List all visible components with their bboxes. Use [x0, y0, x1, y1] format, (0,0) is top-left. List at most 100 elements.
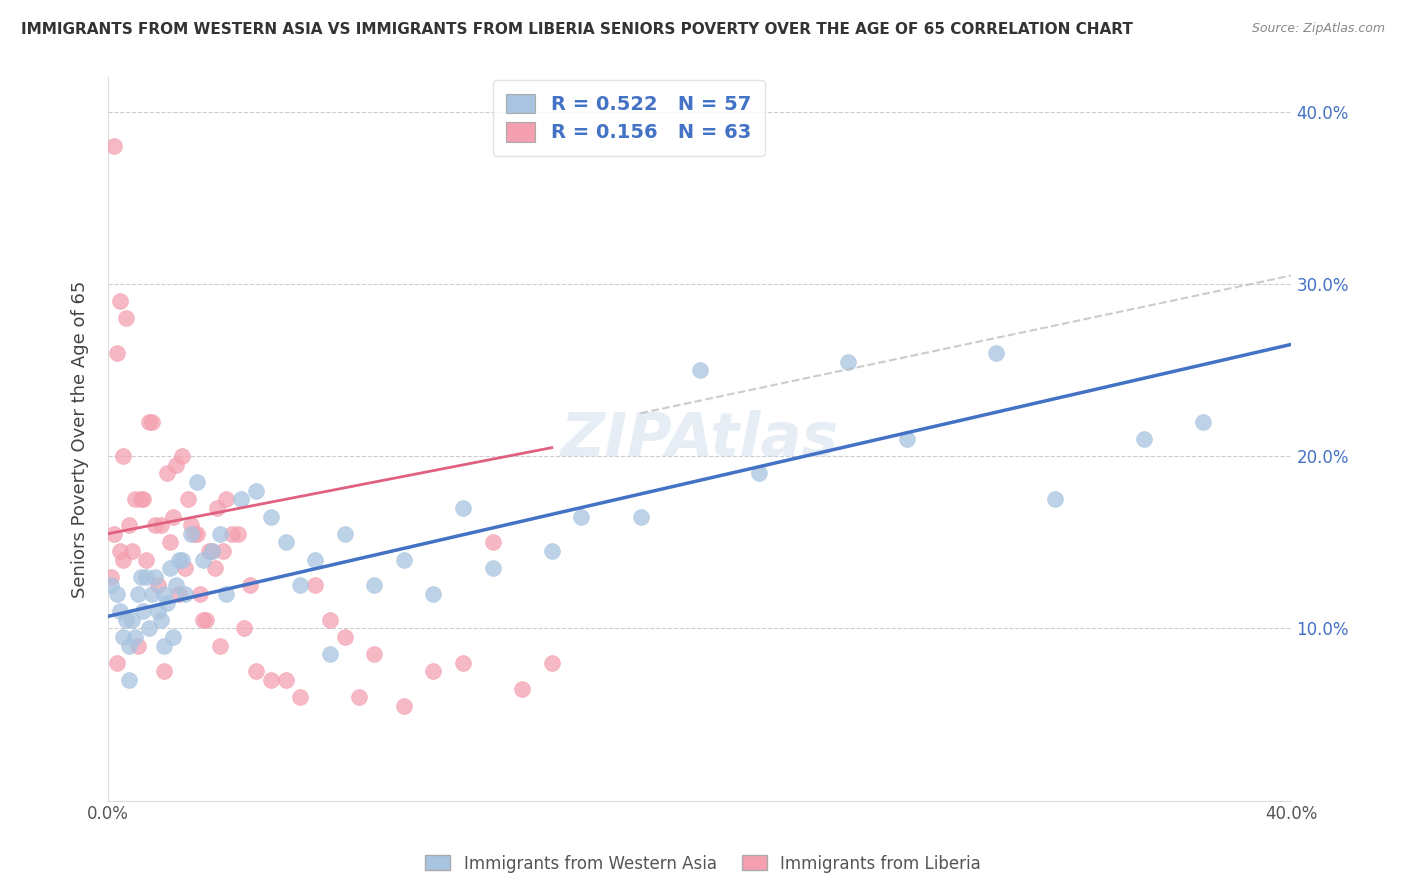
- Point: [165, 578, 187, 592]
- Point: [153, 665, 176, 679]
- Point: [188, 587, 211, 601]
- Point: [103, 526, 125, 541]
- Point: [260, 509, 283, 524]
- Point: [105, 346, 128, 360]
- Point: [114, 311, 136, 326]
- Point: [186, 475, 208, 489]
- Point: [191, 552, 214, 566]
- Point: [245, 665, 267, 679]
- Point: [540, 656, 562, 670]
- Point: [1043, 492, 1066, 507]
- Point: [304, 552, 326, 566]
- Point: [349, 690, 371, 705]
- Text: Source: ZipAtlas.com: Source: ZipAtlas.com: [1251, 22, 1385, 36]
- Point: [148, 604, 170, 618]
- Point: [135, 552, 157, 566]
- Point: [167, 552, 190, 566]
- Point: [132, 492, 155, 507]
- Point: [129, 570, 152, 584]
- Point: [207, 500, 229, 515]
- Point: [392, 552, 415, 566]
- Point: [837, 354, 859, 368]
- Point: [165, 458, 187, 472]
- Point: [200, 544, 222, 558]
- Point: [194, 613, 217, 627]
- Point: [108, 544, 131, 558]
- Point: [215, 587, 238, 601]
- Point: [319, 647, 342, 661]
- Point: [118, 673, 141, 687]
- Y-axis label: Seniors Poverty Over the Age of 65: Seniors Poverty Over the Age of 65: [72, 280, 89, 598]
- Point: [118, 639, 141, 653]
- Point: [540, 544, 562, 558]
- Point: [111, 552, 134, 566]
- Point: [290, 578, 312, 592]
- Text: ZIPAtlas: ZIPAtlas: [561, 409, 839, 468]
- Point: [150, 613, 173, 627]
- Point: [1132, 432, 1154, 446]
- Point: [153, 639, 176, 653]
- Point: [204, 561, 226, 575]
- Point: [180, 526, 202, 541]
- Point: [121, 544, 143, 558]
- Point: [118, 518, 141, 533]
- Point: [138, 622, 160, 636]
- Point: [150, 518, 173, 533]
- Point: [209, 526, 232, 541]
- Point: [167, 587, 190, 601]
- Point: [148, 578, 170, 592]
- Point: [290, 690, 312, 705]
- Point: [191, 613, 214, 627]
- Point: [630, 509, 652, 524]
- Point: [209, 639, 232, 653]
- Point: [170, 552, 193, 566]
- Point: [363, 647, 385, 661]
- Point: [569, 509, 592, 524]
- Point: [114, 613, 136, 627]
- Point: [260, 673, 283, 687]
- Point: [221, 526, 243, 541]
- Point: [333, 630, 356, 644]
- Point: [200, 544, 222, 558]
- Point: [141, 587, 163, 601]
- Point: [510, 681, 533, 696]
- Point: [422, 665, 444, 679]
- Point: [127, 587, 149, 601]
- Point: [197, 544, 219, 558]
- Point: [156, 596, 179, 610]
- Point: [186, 526, 208, 541]
- Point: [333, 526, 356, 541]
- Point: [274, 535, 297, 549]
- Point: [124, 492, 146, 507]
- Point: [233, 622, 256, 636]
- Point: [132, 604, 155, 618]
- Point: [162, 509, 184, 524]
- Point: [183, 526, 205, 541]
- Point: [100, 578, 122, 592]
- Point: [141, 415, 163, 429]
- Point: [105, 656, 128, 670]
- Point: [481, 535, 503, 549]
- Point: [103, 139, 125, 153]
- Point: [212, 544, 235, 558]
- Point: [304, 578, 326, 592]
- Point: [177, 492, 200, 507]
- Point: [689, 363, 711, 377]
- Point: [143, 518, 166, 533]
- Point: [159, 561, 181, 575]
- Point: [108, 294, 131, 309]
- Point: [153, 587, 176, 601]
- Point: [100, 570, 122, 584]
- Point: [162, 630, 184, 644]
- Point: [984, 346, 1007, 360]
- Point: [422, 587, 444, 601]
- Point: [156, 467, 179, 481]
- Point: [121, 613, 143, 627]
- Point: [226, 526, 249, 541]
- Text: IMMIGRANTS FROM WESTERN ASIA VS IMMIGRANTS FROM LIBERIA SENIORS POVERTY OVER THE: IMMIGRANTS FROM WESTERN ASIA VS IMMIGRAN…: [21, 22, 1133, 37]
- Point: [1191, 415, 1213, 429]
- Point: [363, 578, 385, 592]
- Point: [170, 449, 193, 463]
- Point: [135, 570, 157, 584]
- Point: [245, 483, 267, 498]
